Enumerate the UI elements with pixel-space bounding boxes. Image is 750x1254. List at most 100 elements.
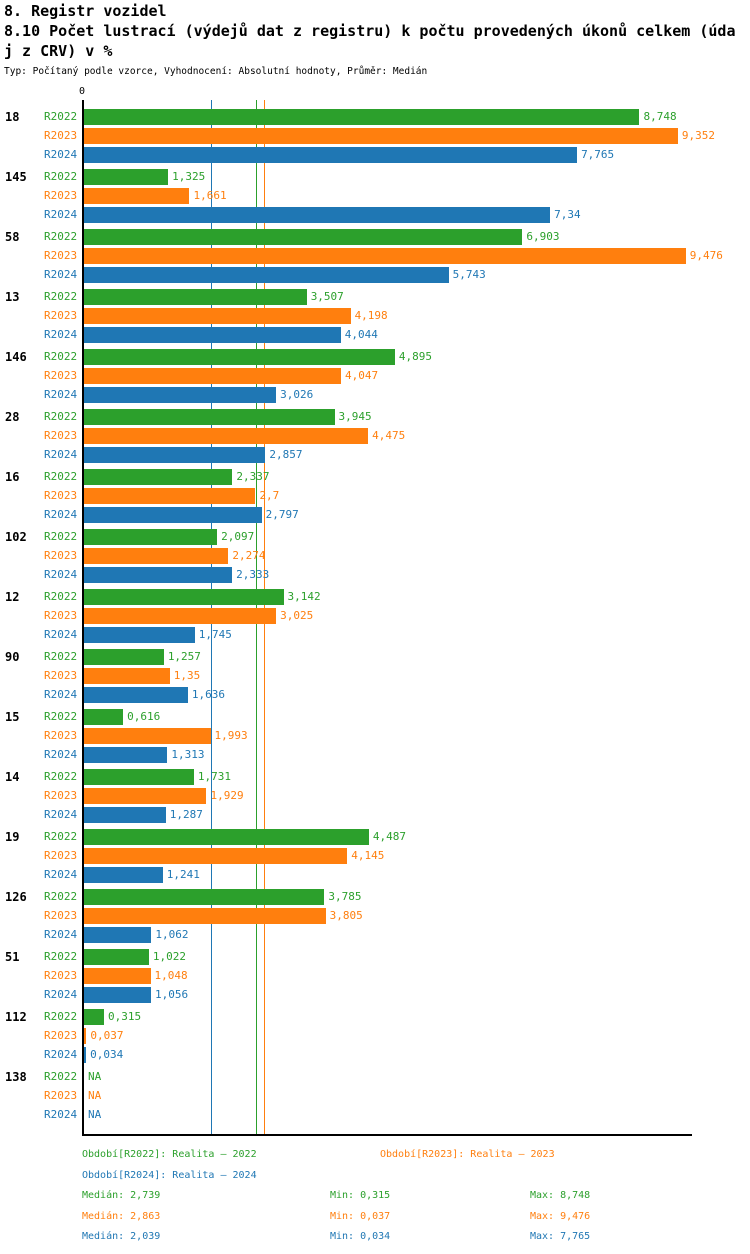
value-label-r2024-cat-90: 1,636	[191, 688, 225, 701]
series-row-label-r2024: R2024	[44, 988, 78, 1001]
series-row-label-r2024: R2024	[44, 448, 78, 461]
stat-max-r2023: Max: 9,476	[530, 1211, 591, 1222]
stat-min-r2024: Min: 0,034	[330, 1231, 391, 1242]
x-axis-zero-tick-label: 0	[78, 86, 86, 97]
value-label-r2024-cat-16: 2,797	[265, 508, 299, 521]
bar-chart: 18 R2022 8,748 R2023 9,352 R2024 7,765 145 R2022…	[0, 100, 750, 1140]
chart-meta: Typ: Počítaný podle vzorce, Vyhodnocení:…	[4, 66, 428, 77]
bar-r2024-cat-18	[84, 147, 578, 163]
value-label-r2023-cat-145: 1,661	[193, 189, 227, 202]
bar-r2022-cat-145	[84, 169, 169, 185]
bar-r2022-cat-18	[84, 109, 640, 125]
bar-r2022-cat-126	[84, 889, 325, 905]
value-label-r2024-cat-18: 7,765	[581, 148, 615, 161]
bar-r2022-cat-146	[84, 349, 395, 365]
series-row-label-r2023: R2023	[44, 789, 78, 802]
value-label-r2024-cat-15: 1,313	[171, 748, 205, 761]
value-label-r2022-cat-90: 1,257	[167, 650, 201, 663]
category-label: 102	[5, 530, 27, 544]
legend-r2022: Období[R2022]: Realita – 2022	[82, 1149, 257, 1160]
value-label-r2022-cat-28: 3,945	[338, 410, 372, 423]
series-row-label-r2023: R2023	[44, 369, 78, 382]
value-label-r2023-cat-58: 9,476	[689, 249, 723, 262]
series-row-label-r2024: R2024	[44, 868, 78, 881]
bar-r2023-cat-51	[84, 968, 151, 984]
series-row-label-r2022: R2022	[44, 1070, 78, 1083]
chart-title-line-1: 8.10 Počet lustrací (výdejů dat z regist…	[4, 22, 736, 40]
series-row-label-r2023: R2023	[44, 189, 78, 202]
series-row-label-r2022: R2022	[44, 470, 78, 483]
bar-r2023-cat-58	[84, 248, 686, 264]
bar-r2022-cat-16	[84, 469, 233, 485]
bar-r2024-cat-13	[84, 327, 341, 343]
y-axis-line	[82, 100, 84, 1136]
bar-r2024-cat-51	[84, 987, 152, 1003]
value-label-r2023-cat-51: 1,048	[154, 969, 188, 982]
series-row-label-r2022: R2022	[44, 710, 78, 723]
series-row-label-r2024: R2024	[44, 1048, 78, 1061]
series-row-label-r2024: R2024	[44, 688, 78, 701]
value-label-r2023-cat-15: 1,993	[214, 729, 248, 742]
series-row-label-r2022: R2022	[44, 230, 78, 243]
value-label-r2022-cat-126: 3,785	[328, 890, 362, 903]
stat-median-r2022: Medián: 2,739	[82, 1190, 161, 1201]
series-row-label-r2022: R2022	[44, 950, 78, 963]
bar-r2022-cat-15	[84, 709, 124, 725]
value-label-r2022-cat-14: 1,731	[197, 770, 232, 783]
bar-r2022-cat-51	[84, 949, 149, 965]
value-label-r2022-cat-15: 0,616	[127, 710, 161, 723]
stat-median-r2024: Medián: 2,039	[82, 1231, 161, 1242]
value-label-r2023-cat-126: 3,805	[329, 909, 363, 922]
value-label-r2023-cat-14: 1,929	[210, 789, 244, 802]
stat-max-r2024: Max: 7,765	[530, 1231, 591, 1242]
bar-r2023-cat-15	[84, 728, 211, 744]
bar-r2022-cat-28	[84, 409, 335, 425]
category-label: 145	[5, 170, 27, 184]
value-label-r2024-cat-138: NA	[88, 1108, 102, 1121]
stat-max-r2022: Max: 8,748	[530, 1190, 591, 1201]
value-label-r2023-cat-19: 4,145	[351, 849, 385, 862]
value-label-r2022-cat-102: 2,097	[221, 530, 255, 543]
value-label-r2023-cat-146: 4,047	[344, 369, 379, 382]
bar-r2022-cat-58	[84, 229, 523, 245]
bar-r2023-cat-102	[84, 548, 229, 564]
category-label: 14	[5, 770, 20, 784]
bar-r2024-cat-12	[84, 627, 195, 643]
value-label-r2022-cat-58: 6,903	[526, 230, 560, 243]
series-row-label-r2023: R2023	[44, 609, 78, 622]
category-label: 138	[5, 1070, 27, 1084]
bar-r2023-cat-112	[84, 1028, 87, 1044]
bar-r2023-cat-126	[84, 908, 326, 924]
series-row-label-r2024: R2024	[44, 268, 78, 281]
category-label: 126	[5, 890, 27, 904]
bar-r2023-cat-90	[84, 668, 170, 684]
series-row-label-r2022: R2022	[44, 530, 78, 543]
value-label-r2024-cat-13: 4,044	[344, 328, 378, 341]
series-row-label-r2024: R2024	[44, 808, 78, 821]
legend-r2023: Období[R2023]: Realita – 2023	[380, 1149, 555, 1160]
series-row-label-r2023: R2023	[44, 1029, 78, 1042]
series-row-label-r2024: R2024	[44, 928, 78, 941]
value-label-r2023-cat-18: 9,352	[681, 129, 715, 142]
bar-r2024-cat-102	[84, 567, 233, 583]
value-label-r2022-cat-16: 2,337	[236, 470, 270, 483]
series-row-label-r2023: R2023	[44, 309, 78, 322]
series-row-label-r2023: R2023	[44, 669, 78, 682]
value-label-r2022-cat-51: 1,022	[152, 950, 187, 963]
bar-r2022-cat-12	[84, 589, 284, 605]
bar-r2023-cat-16	[84, 488, 256, 504]
value-label-r2024-cat-102: 2,333	[236, 568, 270, 581]
series-row-label-r2023: R2023	[44, 489, 78, 502]
value-label-r2022-cat-18: 8,748	[643, 110, 677, 123]
category-label: 58	[5, 230, 20, 244]
stat-min-r2022: Min: 0,315	[330, 1190, 391, 1201]
series-row-label-r2023: R2023	[44, 549, 78, 562]
value-label-r2022-cat-138: NA	[88, 1070, 102, 1083]
bar-r2024-cat-145	[84, 207, 551, 223]
value-label-r2022-cat-146: 4,895	[398, 350, 432, 363]
category-label: 19	[5, 830, 20, 844]
series-row-label-r2024: R2024	[44, 568, 78, 581]
x-axis-line	[82, 1134, 692, 1136]
legend-r2024: Období[R2024]: Realita – 2024	[82, 1170, 257, 1181]
bar-r2022-cat-13	[84, 289, 307, 305]
